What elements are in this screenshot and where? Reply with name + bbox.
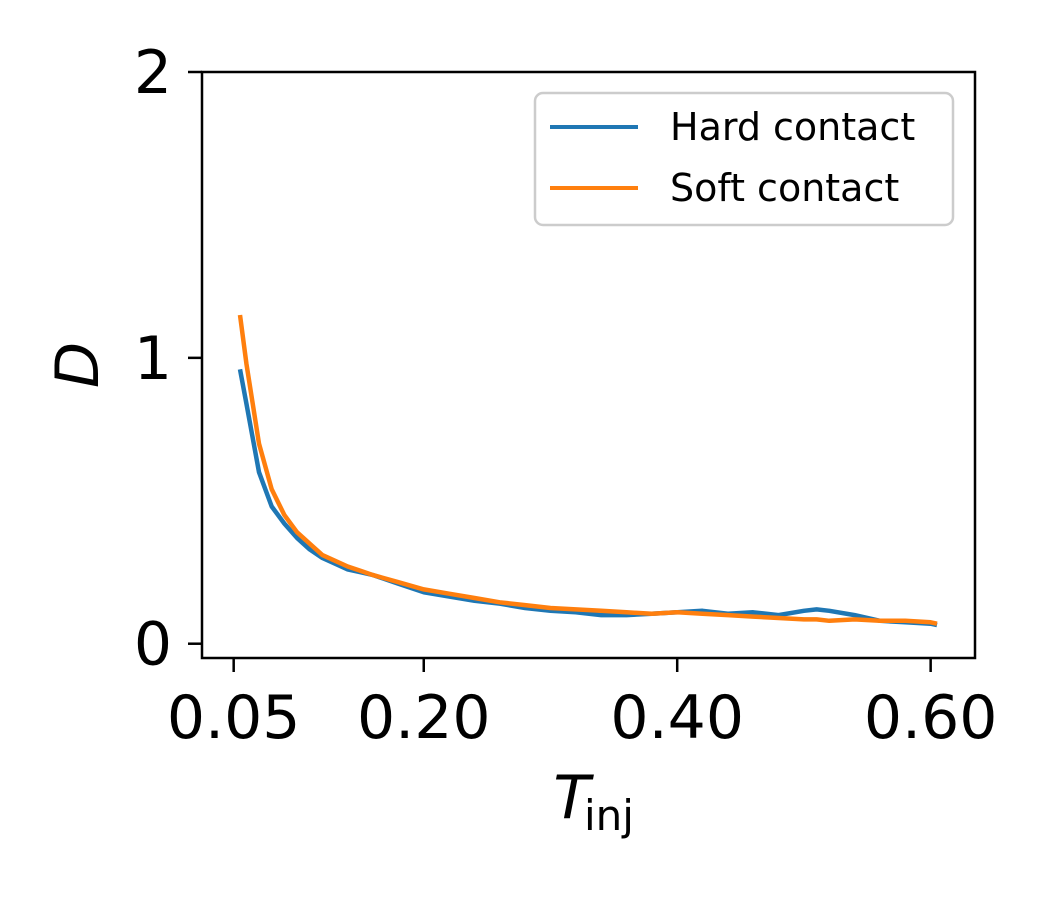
x-tick-label: 0.05 <box>167 683 301 753</box>
x-axis-label: T <box>553 763 594 833</box>
legend: Hard contact Soft contact <box>533 91 955 227</box>
legend-box <box>533 91 955 227</box>
y-tick-label: 2 <box>134 38 172 108</box>
legend-label-soft-contact: Soft contact <box>670 166 899 210</box>
y-tick-label: 0 <box>134 610 172 680</box>
series-line-hard-contact <box>237 368 938 628</box>
plot-area-frame <box>200 70 977 660</box>
x-tick-label: 0.60 <box>864 683 998 753</box>
legend-label-hard-contact: Hard contact <box>670 105 915 149</box>
x-axis-ticks: 0.05 0.20 0.40 0.60 <box>167 658 998 753</box>
series-layer <box>237 314 938 628</box>
y-axis-label: D <box>43 342 113 388</box>
series-line-soft-contact <box>237 314 938 626</box>
y-tick-label: 1 <box>134 324 172 394</box>
x-tick-label: 0.20 <box>357 683 491 753</box>
x-axis-label-subscript: inj <box>584 791 634 840</box>
x-tick-label: 0.40 <box>610 683 744 753</box>
y-axis-ticks: 0 1 2 <box>134 38 202 680</box>
